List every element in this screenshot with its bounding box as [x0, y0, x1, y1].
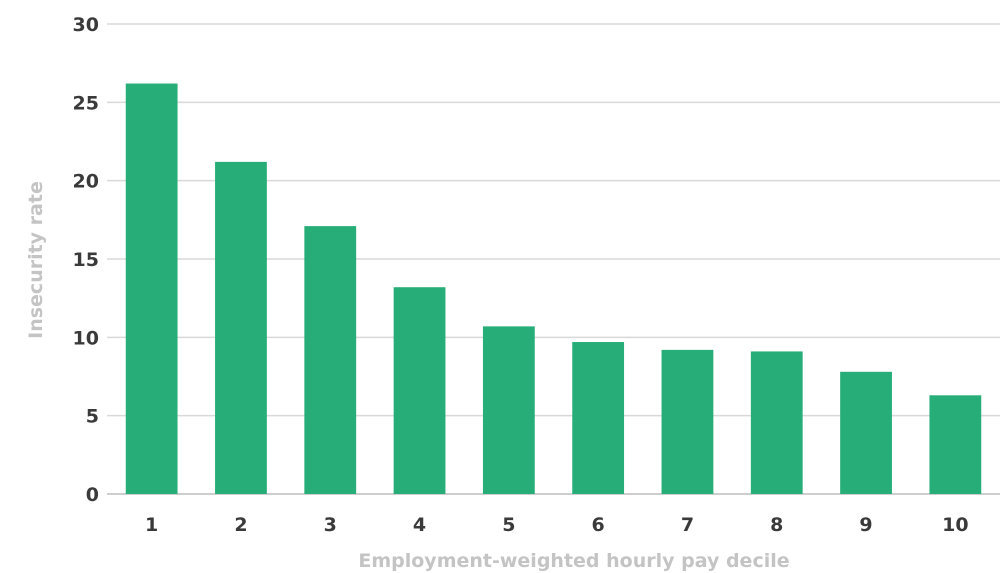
x-tick-label: 2	[234, 514, 247, 536]
x-tick-label: 10	[942, 514, 968, 536]
y-tick-label: 25	[73, 92, 99, 114]
bars	[125, 83, 982, 495]
bar-decile-1	[125, 83, 178, 495]
y-axis-title: Insecurity rate	[25, 181, 47, 339]
bar-decile-2	[215, 161, 267, 494]
x-tick-label: 7	[681, 514, 694, 536]
bar-decile-4	[393, 287, 446, 494]
x-tick-label: 3	[324, 514, 337, 536]
y-tick-label: 15	[73, 249, 99, 271]
x-tick-labels: 1 2 3 4 5 6 7 8 9 10	[145, 514, 969, 536]
x-tick-label: 9	[859, 514, 872, 536]
bar-decile-5	[482, 326, 535, 494]
y-tick-label: 30	[73, 14, 99, 36]
x-tick-label: 8	[770, 514, 783, 536]
x-tick-label: 5	[502, 514, 515, 536]
y-tick-label: 0	[86, 484, 99, 506]
y-tick-label: 5	[86, 406, 99, 428]
bar-decile-7	[661, 349, 714, 494]
y-tick-labels: 0 5 10 15 20 25 30	[73, 14, 99, 506]
x-axis-title: Employment-weighted hourly pay decile	[358, 550, 789, 572]
bar-decile-8	[750, 351, 803, 494]
y-tick-label: 10	[73, 327, 99, 349]
bar-decile-9	[840, 371, 892, 494]
x-tick-label: 1	[145, 514, 158, 536]
y-tick-label: 20	[73, 171, 99, 193]
bar-decile-3	[304, 226, 357, 494]
bar-decile-10	[929, 395, 982, 494]
x-tick-label: 6	[592, 514, 605, 536]
bar-decile-6	[572, 342, 625, 494]
x-tick-label: 4	[413, 514, 426, 536]
